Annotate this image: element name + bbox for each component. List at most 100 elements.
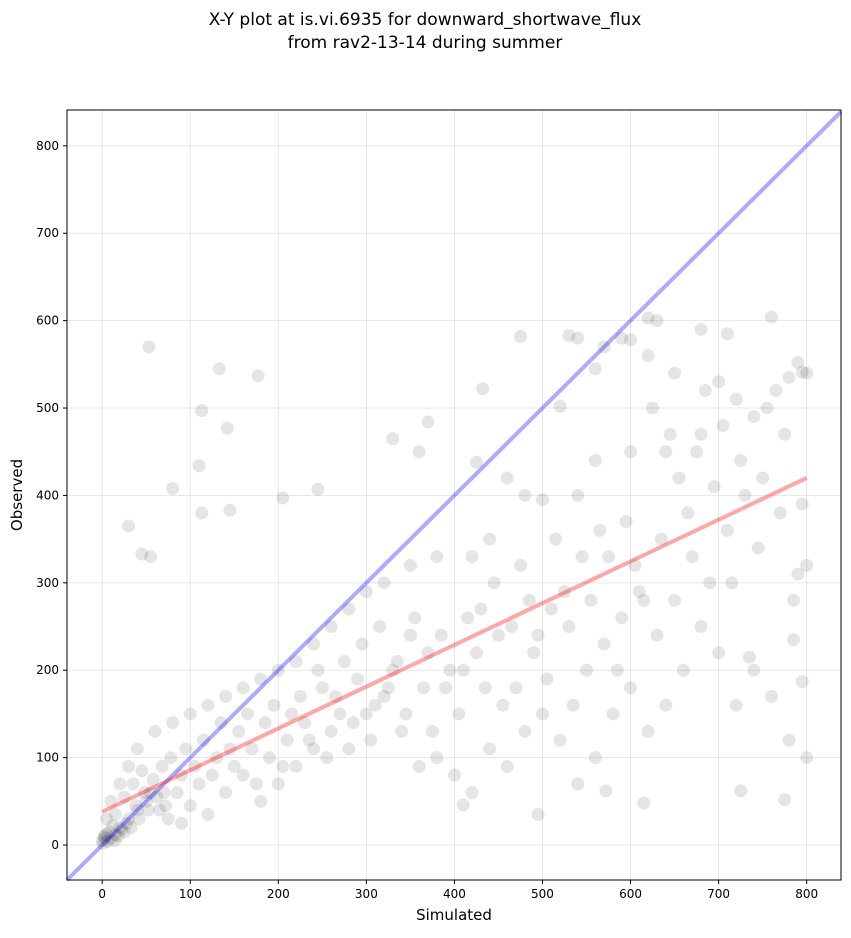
data-point: [101, 835, 115, 849]
data-point: [447, 768, 461, 782]
data-point: [135, 764, 149, 778]
data-point: [668, 366, 682, 380]
data-point: [646, 401, 660, 415]
data-point: [96, 836, 110, 850]
data-point: [276, 759, 290, 773]
data-point: [434, 628, 448, 642]
data-point: [141, 803, 155, 817]
one-to-one-line: [65, 110, 843, 882]
data-point: [624, 681, 638, 695]
data-point: [800, 558, 814, 572]
y-tick-label: 300: [36, 576, 59, 590]
data-point: [329, 689, 343, 703]
data-point: [166, 481, 180, 495]
data-point: [747, 410, 761, 424]
data-point: [624, 333, 638, 347]
data-point: [425, 724, 439, 738]
data-point: [210, 751, 224, 765]
data-point: [712, 646, 726, 660]
data-point: [124, 821, 138, 835]
data-point: [707, 480, 721, 494]
data-point: [220, 421, 234, 435]
data-point: [615, 331, 629, 345]
data-point: [122, 759, 136, 773]
data-point: [157, 786, 171, 800]
x-tick-label: 0: [98, 887, 106, 901]
data-point: [258, 716, 272, 730]
data-point: [144, 786, 158, 800]
data-point: [571, 331, 585, 345]
data-point: [522, 593, 536, 607]
data-point: [562, 328, 576, 342]
data-point: [786, 633, 800, 647]
data-point: [742, 650, 756, 664]
data-point: [531, 628, 545, 642]
data-point: [513, 329, 527, 343]
data-point: [311, 482, 325, 496]
x-tick-label: 100: [179, 887, 202, 901]
data-point: [672, 471, 686, 485]
data-point: [756, 471, 770, 485]
data-point: [201, 807, 215, 821]
data-point: [610, 663, 624, 677]
data-point: [593, 523, 607, 537]
data-point: [403, 628, 417, 642]
data-point: [232, 724, 246, 738]
x-tick-label: 200: [267, 887, 290, 901]
data-point: [108, 807, 122, 821]
data-point: [764, 689, 778, 703]
data-point: [412, 445, 426, 459]
data-point: [289, 654, 303, 668]
data-point: [289, 759, 303, 773]
data-point: [106, 819, 120, 833]
data-point: [575, 550, 589, 564]
data-point: [769, 384, 783, 398]
data-point: [654, 532, 668, 546]
data-point: [155, 759, 169, 773]
y-tick-label: 700: [36, 226, 59, 240]
data-point: [135, 547, 149, 561]
data-point: [509, 681, 523, 695]
x-tick-label: 800: [795, 887, 818, 901]
data-point: [619, 515, 633, 529]
data-point: [161, 812, 175, 826]
chart-title-line-2: from rav2-13-14 during summer: [288, 33, 563, 53]
data-point: [540, 672, 554, 686]
data-point: [430, 550, 444, 564]
data-point: [192, 459, 206, 473]
data-point: [641, 724, 655, 738]
data-point: [399, 707, 413, 721]
data-point: [236, 681, 250, 695]
data-point: [139, 794, 153, 808]
data-point: [584, 593, 598, 607]
regression-fit-line: [101, 476, 808, 814]
data-point: [439, 681, 453, 695]
data-point: [249, 777, 263, 791]
data-point: [146, 772, 160, 786]
axis-ticks: 0 100 200 300 400 500 600 700 800 0 100 200 300 400 50…: [36, 139, 818, 901]
data-point: [729, 392, 743, 406]
data-point: [491, 628, 505, 642]
data-point: [580, 663, 594, 677]
data-point: [241, 707, 255, 721]
data-point: [496, 698, 510, 712]
data-point: [760, 401, 774, 415]
data-point: [725, 576, 739, 590]
data-point: [676, 663, 690, 677]
data-point: [518, 488, 532, 502]
data-points: [95, 310, 814, 850]
data-point: [342, 742, 356, 756]
data-point: [456, 663, 470, 677]
y-tick-label: 800: [36, 139, 59, 153]
data-point: [549, 532, 563, 546]
data-point: [571, 777, 585, 791]
data-point: [307, 637, 321, 651]
data-point: [588, 751, 602, 765]
data-point: [615, 611, 629, 625]
data-point: [196, 733, 210, 747]
data-point: [478, 681, 492, 695]
data-point: [800, 366, 814, 380]
data-point: [373, 620, 387, 634]
y-tick-label: 600: [36, 314, 59, 328]
data-point: [698, 384, 712, 398]
